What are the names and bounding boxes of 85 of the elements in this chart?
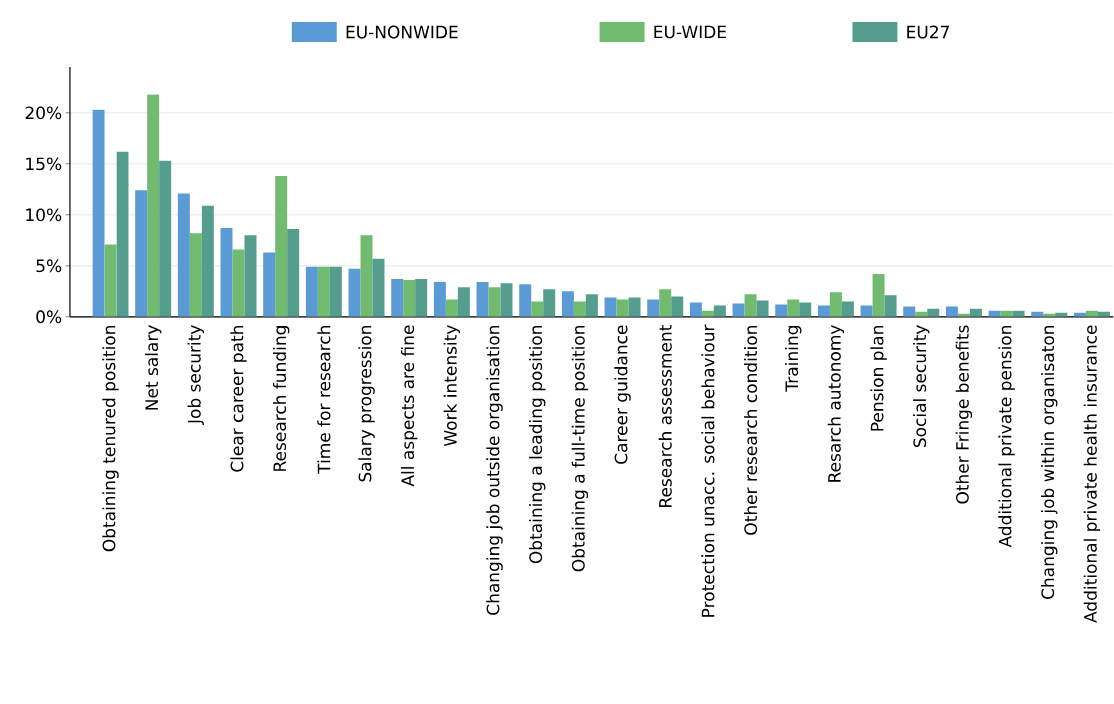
bar bbox=[116, 151, 129, 318]
bar bbox=[756, 300, 769, 318]
x-tick-label: Job security bbox=[187, 325, 205, 426]
bar bbox=[391, 279, 404, 318]
bar bbox=[147, 94, 160, 318]
x-tick-label: Changing job within organisaton bbox=[1041, 326, 1058, 600]
bar bbox=[872, 274, 885, 318]
bar bbox=[457, 287, 470, 318]
x-tick-label: Clear career path bbox=[230, 326, 247, 472]
y-tick-label: 5% bbox=[36, 259, 62, 273]
y-tick-label: 0% bbox=[36, 310, 62, 324]
bar bbox=[177, 193, 190, 318]
x-tick-label: Time for research bbox=[317, 326, 331, 475]
bar bbox=[159, 161, 172, 318]
x-tick-label: Training bbox=[785, 326, 802, 392]
bar bbox=[189, 233, 202, 318]
x-tick-label: Salary progression bbox=[358, 326, 375, 482]
legend-label: EU-WIDE bbox=[654, 25, 726, 39]
x-tick-label: Other Fringe benefits bbox=[955, 325, 973, 504]
bar bbox=[348, 269, 361, 318]
bar bbox=[415, 279, 428, 318]
bar bbox=[841, 301, 854, 318]
bar bbox=[135, 190, 148, 318]
bar bbox=[671, 296, 684, 318]
legend-label: EU-NONWIDE bbox=[346, 25, 458, 39]
bar bbox=[628, 297, 641, 318]
bar bbox=[647, 299, 660, 318]
x-tick-label: Obtaining a leading position bbox=[528, 326, 546, 564]
bar bbox=[884, 295, 897, 318]
x-tick-label: Changing job outside organisation bbox=[486, 326, 503, 616]
bar bbox=[585, 294, 598, 318]
bar bbox=[244, 235, 257, 318]
x-tick-label: Additional private pension bbox=[998, 326, 1015, 548]
x-tick-label: All aspects are fine bbox=[400, 325, 418, 487]
y-tick-label: 10% bbox=[26, 208, 62, 222]
bar bbox=[232, 249, 245, 318]
x-tick-label: Career guidance bbox=[614, 325, 631, 465]
x-tick-label: Other research condition bbox=[743, 326, 758, 535]
bar bbox=[829, 292, 842, 318]
bar bbox=[519, 284, 532, 318]
bar bbox=[476, 282, 489, 318]
bar bbox=[500, 283, 513, 318]
bar bbox=[263, 252, 276, 318]
x-tick-label: Resarch autonomy bbox=[827, 325, 845, 483]
bar bbox=[275, 176, 288, 318]
x-tick-label: Social security bbox=[913, 325, 930, 448]
x-tick-label: Protection unacc. social behaviour bbox=[701, 324, 715, 617]
x-tick-label: Research assessment bbox=[658, 325, 672, 508]
x-tick-label: Obtaining tenured position bbox=[102, 326, 119, 552]
bar bbox=[287, 229, 300, 318]
bar bbox=[403, 280, 416, 318]
x-tick-label: Net salary bbox=[144, 325, 162, 410]
bar bbox=[201, 205, 214, 318]
x-tick-label: Additional private health insurance bbox=[1083, 325, 1101, 624]
bar bbox=[799, 302, 812, 318]
bar bbox=[104, 244, 117, 318]
x-tick-label: Research funding bbox=[272, 326, 290, 472]
bar bbox=[573, 301, 586, 318]
bar bbox=[732, 303, 745, 318]
bar bbox=[787, 299, 800, 318]
x-tick-label: Pension plan bbox=[870, 326, 887, 431]
bar bbox=[659, 289, 672, 318]
y-tick-label: 20% bbox=[25, 106, 62, 120]
bar bbox=[689, 302, 702, 318]
bar bbox=[445, 299, 458, 318]
bar bbox=[543, 289, 556, 318]
bar bbox=[616, 299, 629, 318]
bar bbox=[775, 304, 788, 318]
x-tick-label: Obtaining a full-time position bbox=[571, 326, 589, 572]
bar bbox=[317, 267, 330, 318]
x-tick-label: Work intensity bbox=[443, 325, 461, 447]
y-tick-label: 15% bbox=[26, 157, 62, 171]
bar bbox=[604, 297, 617, 318]
legend-label: EU27 bbox=[907, 25, 949, 39]
bar bbox=[372, 258, 385, 318]
bar bbox=[561, 291, 574, 318]
bar bbox=[744, 294, 757, 318]
bar bbox=[488, 287, 501, 318]
bar bbox=[305, 267, 318, 318]
bar bbox=[220, 228, 233, 318]
bar bbox=[531, 301, 544, 318]
bar bbox=[329, 267, 342, 318]
bar bbox=[360, 235, 373, 318]
bar bbox=[92, 110, 105, 318]
bar bbox=[433, 282, 446, 318]
